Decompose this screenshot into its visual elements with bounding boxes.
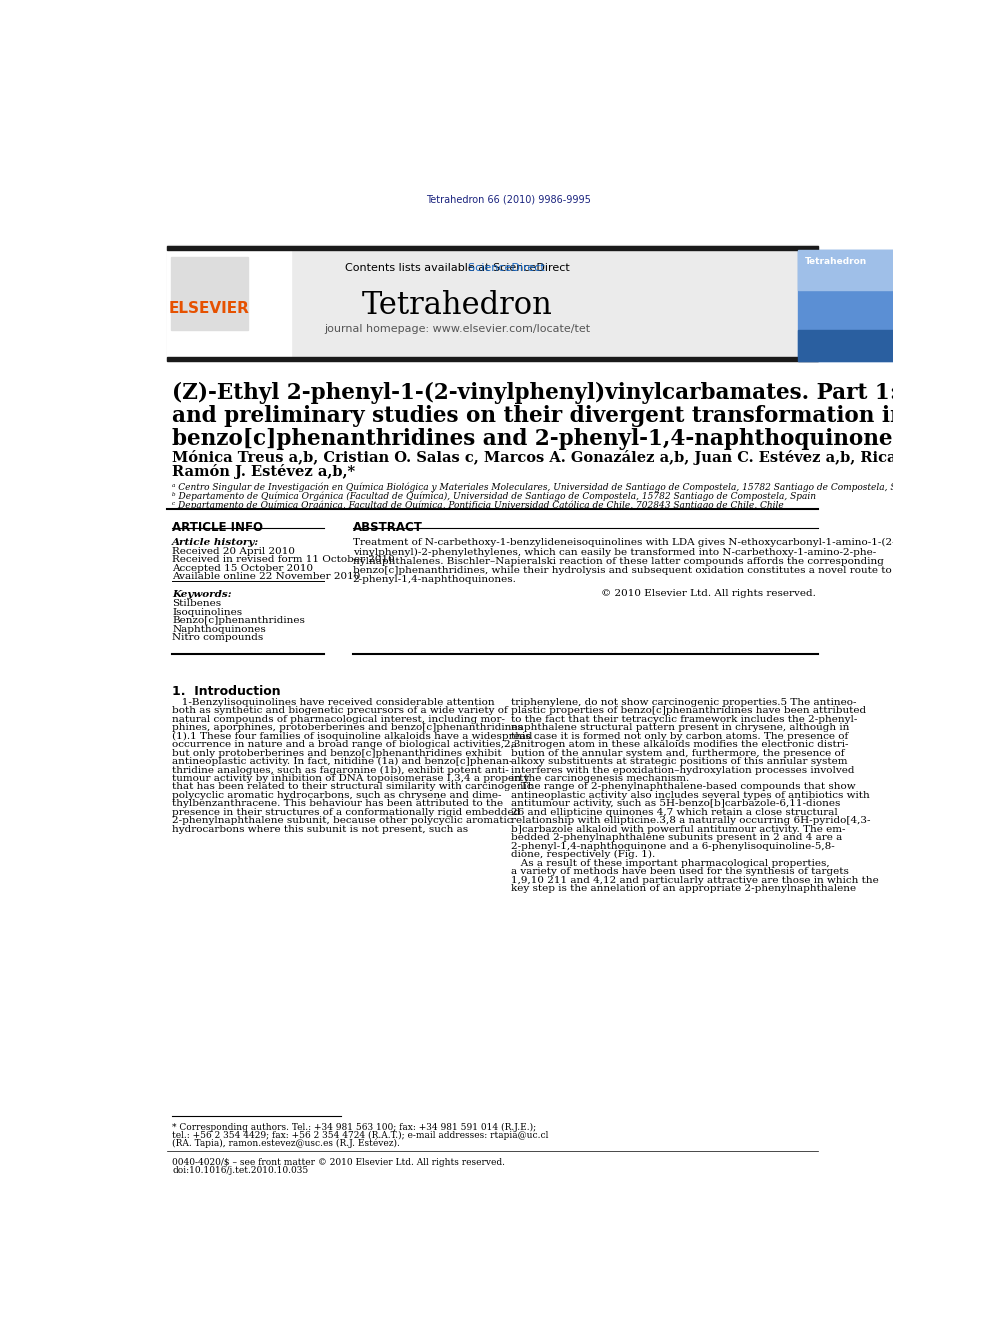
Bar	[167, 357, 817, 360]
Text: natural compounds of pharmacological interest, including mor-: natural compounds of pharmacological int…	[172, 714, 505, 724]
Text: occurrence in nature and a broad range of biological activities,2,3: occurrence in nature and a broad range o…	[172, 740, 521, 749]
Text: benzo[c]phenanthridines, while their hydrolysis and subsequent oxidation constit: benzo[c]phenanthridines, while their hyd…	[352, 566, 892, 576]
Text: ᵇ Departamento de Química Orgánica (Facultad de Química), Universidad de Santiag: ᵇ Departamento de Química Orgánica (Facu…	[172, 491, 816, 501]
Text: antineoplastic activity. In fact, nitidine (1a) and benzo[c]phenan-: antineoplastic activity. In fact, nitidi…	[172, 757, 513, 766]
Text: 1.  Introduction: 1. Introduction	[172, 685, 281, 697]
Text: Received 20 April 2010: Received 20 April 2010	[172, 546, 295, 556]
Text: tumour activity by inhibition of DNA topoisomerase I,3,4 a property: tumour activity by inhibition of DNA top…	[172, 774, 530, 783]
Text: ᶜ Departamento de Química Orgánica, Facultad de Química, Pontificia Universidad : ᶜ Departamento de Química Orgánica, Facu…	[172, 500, 784, 511]
Text: phines, aporphines, protoberberines and benzo[c]phenanthridines: phines, aporphines, protoberberines and …	[172, 724, 523, 732]
Text: doi:10.1016/j.tet.2010.10.035: doi:10.1016/j.tet.2010.10.035	[172, 1166, 309, 1175]
Text: nylnaphthalenes. Bischler–Napieralski reaction of these latter compounds affords: nylnaphthalenes. Bischler–Napieralski re…	[352, 557, 884, 566]
Bar	[167, 246, 817, 250]
Text: a variety of methods have been used for the synthesis of targets: a variety of methods have been used for …	[511, 867, 848, 876]
Text: Tetrahedron: Tetrahedron	[805, 257, 867, 266]
Text: both as synthetic and biogenetic precursors of a wide variety of: both as synthetic and biogenetic precurs…	[172, 706, 508, 716]
Text: The range of 2-phenylnaphthalene-based compounds that show: The range of 2-phenylnaphthalene-based c…	[511, 782, 855, 791]
Text: * Corresponding authors. Tel.: +34 981 563 100; fax: +34 981 591 014 (R.J.E.);: * Corresponding authors. Tel.: +34 981 5…	[172, 1123, 536, 1132]
Text: Benzo[c]phenanthridines: Benzo[c]phenanthridines	[172, 617, 305, 626]
Text: plastic properties of benzo[c]phenanthridines have been attributed: plastic properties of benzo[c]phenanthri…	[511, 706, 866, 716]
Text: b]carbazole alkaloid with powerful antitumour activity. The em-: b]carbazole alkaloid with powerful antit…	[511, 824, 845, 833]
Text: (RA. Tapia), ramon.estevez@usc.es (R.J. Estévez).: (RA. Tapia), ramon.estevez@usc.es (R.J. …	[172, 1138, 400, 1147]
Text: ELSEVIER: ELSEVIER	[169, 302, 250, 316]
Text: and preliminary studies on their divergent transformation into: and preliminary studies on their diverge…	[172, 405, 930, 427]
Text: thylbenzanthracene. This behaviour has been attributed to the: thylbenzanthracene. This behaviour has b…	[172, 799, 503, 808]
Text: to the fact that their tetracyclic framework includes the 2-phenyl-: to the fact that their tetracyclic frame…	[511, 714, 857, 724]
Text: triphenylene, do not show carcinogenic properties.5 The antineo-: triphenylene, do not show carcinogenic p…	[511, 697, 856, 706]
Text: Treatment of N-carbethoxy-1-benzylideneisoquinolines with LDA gives N-ethoxycarb: Treatment of N-carbethoxy-1-benzylidenei…	[352, 538, 895, 548]
Text: antineoplastic activity also includes several types of antibiotics with: antineoplastic activity also includes se…	[511, 791, 869, 800]
Text: Received in revised form 11 October 2010: Received in revised form 11 October 2010	[172, 556, 395, 565]
Text: Contents lists available at ScienceDirect: Contents lists available at ScienceDirec…	[345, 263, 569, 273]
Text: Tetrahedron: Tetrahedron	[362, 290, 553, 320]
Text: ScienceDirect: ScienceDirect	[370, 263, 545, 273]
Text: Keywords:: Keywords:	[172, 590, 232, 599]
Text: bution of the annular system and, furthermore, the presence of: bution of the annular system and, furthe…	[511, 749, 844, 758]
Text: a nitrogen atom in these alkaloids modifies the electronic distri-: a nitrogen atom in these alkaloids modif…	[511, 740, 848, 749]
Text: presence in their structures of a conformationally rigid embedded: presence in their structures of a confor…	[172, 808, 520, 816]
Text: Accepted 15 October 2010: Accepted 15 October 2010	[172, 564, 313, 573]
Text: Stilbenes: Stilbenes	[172, 599, 221, 609]
Text: (1).1 These four families of isoquinoline alkaloids have a widespread: (1).1 These four families of isoquinolin…	[172, 732, 533, 741]
Bar	[167, 245, 817, 360]
Text: 0040-4020/$ – see front matter © 2010 Elsevier Ltd. All rights reserved.: 0040-4020/$ – see front matter © 2010 El…	[172, 1158, 505, 1167]
Text: journal homepage: www.elsevier.com/locate/tet: journal homepage: www.elsevier.com/locat…	[324, 324, 590, 335]
Text: antitumour activity, such as 5H-benzo[b]carbazole-6,11-diones: antitumour activity, such as 5H-benzo[b]…	[511, 799, 840, 808]
Text: benzo[c]phenanthridines and 2-phenyl-1,4-naphthoquinones: benzo[c]phenanthridines and 2-phenyl-1,4…	[172, 429, 905, 450]
Bar	[171, 257, 248, 329]
Text: vinylphenyl)-2-phenylethylenes, which can easily be transformed into N-carbethox: vinylphenyl)-2-phenylethylenes, which ca…	[352, 548, 876, 557]
Text: naphthalene structural pattern present in chrysene, although in: naphthalene structural pattern present i…	[511, 724, 849, 732]
Text: key step is the annelation of an appropriate 2-phenylnaphthalene: key step is the annelation of an appropr…	[511, 884, 856, 893]
Text: relationship with ellipticine.3,8 a naturally occurring 6H-pyrido[4,3-: relationship with ellipticine.3,8 a natu…	[511, 816, 870, 826]
Text: that has been related to their structural similarity with carcinogenic: that has been related to their structura…	[172, 782, 533, 791]
Text: Nitro compounds: Nitro compounds	[172, 634, 263, 642]
Text: bedded 2-phenylnaphthalene subunits present in 2 and 4 are a: bedded 2-phenylnaphthalene subunits pres…	[511, 833, 842, 843]
Text: Mónica Treus a,b, Cristian O. Salas c, Marcos A. Gonazález a,b, Juan C. Estévez : Mónica Treus a,b, Cristian O. Salas c, M…	[172, 450, 992, 464]
Text: Available online 22 November 2010: Available online 22 November 2010	[172, 573, 360, 581]
Text: alkoxy substituents at strategic positions of this annular system: alkoxy substituents at strategic positio…	[511, 757, 847, 766]
Text: 1,9,10 211 and 4,12 and particularly attractive are those in which the: 1,9,10 211 and 4,12 and particularly att…	[511, 876, 879, 885]
Text: thridine analogues, such as fagaronine (1b), exhibit potent anti-: thridine analogues, such as fagaronine (…	[172, 766, 509, 775]
Text: 2-phenyl-1,4-naphthoquinone and a 6-phenylisoquinoline-5,8-: 2-phenyl-1,4-naphthoquinone and a 6-phen…	[511, 841, 834, 851]
Bar	[167, 250, 291, 360]
Text: tel.: +56 2 354 4429; fax: +56 2 354 4724 (R.A.T.); e-mail addresses: rtapia@uc.: tel.: +56 2 354 4429; fax: +56 2 354 472…	[172, 1130, 549, 1139]
Text: hydrocarbons where this subunit is not present, such as: hydrocarbons where this subunit is not p…	[172, 824, 468, 833]
Text: 26 and ellipticine quinones 4,7 which retain a close structural: 26 and ellipticine quinones 4,7 which re…	[511, 808, 837, 816]
Text: 2-phenylnaphthalene subunit, because other polycyclic aromatic: 2-phenylnaphthalene subunit, because oth…	[172, 816, 513, 826]
Text: Ramón J. Estévez a,b,*: Ramón J. Estévez a,b,*	[172, 463, 355, 479]
Text: © 2010 Elsevier Ltd. All rights reserved.: © 2010 Elsevier Ltd. All rights reserved…	[601, 589, 816, 598]
Text: interferes with the epoxidation–hydroxylation processes involved: interferes with the epoxidation–hydroxyl…	[511, 766, 854, 774]
Text: Naphthoquinones: Naphthoquinones	[172, 624, 266, 634]
Bar	[799, 250, 895, 360]
Bar	[799, 329, 895, 360]
Text: but only protoberberines and benzo[c]phenanthridines exhibit: but only protoberberines and benzo[c]phe…	[172, 749, 502, 758]
Text: dione, respectively (Fig. 1).: dione, respectively (Fig. 1).	[511, 851, 655, 860]
Text: Tetrahedron 66 (2010) 9986-9995: Tetrahedron 66 (2010) 9986-9995	[426, 194, 591, 205]
Text: 2-phenyl-1,4-naphthoquinones.: 2-phenyl-1,4-naphthoquinones.	[352, 576, 517, 585]
Text: ᵃ Centro Singular de Investigación en Química Biológica y Materiales Moleculares: ᵃ Centro Singular de Investigación en Qu…	[172, 482, 917, 492]
Text: As a result of these important pharmacological properties,: As a result of these important pharmacol…	[511, 859, 829, 868]
Text: in the carcinogenesis mechanism.: in the carcinogenesis mechanism.	[511, 774, 689, 783]
Text: this case it is formed not only by carbon atoms. The presence of: this case it is formed not only by carbo…	[511, 732, 848, 741]
Text: (Z)-Ethyl 2-phenyl-1-(2-vinylphenyl)vinylcarbamates. Part 1: Synthesis: (Z)-Ethyl 2-phenyl-1-(2-vinylphenyl)viny…	[172, 382, 992, 404]
Text: 1-Benzylisoquinolines have received considerable attention: 1-Benzylisoquinolines have received cons…	[172, 697, 495, 706]
Text: Isoquinolines: Isoquinolines	[172, 607, 242, 617]
Text: ABSTRACT: ABSTRACT	[352, 521, 423, 533]
Text: polycyclic aromatic hydrocarbons, such as chrysene and dime-: polycyclic aromatic hydrocarbons, such a…	[172, 791, 502, 800]
Text: Article history:: Article history:	[172, 537, 259, 546]
Bar	[799, 250, 895, 290]
Text: ARTICLE INFO: ARTICLE INFO	[172, 521, 263, 533]
